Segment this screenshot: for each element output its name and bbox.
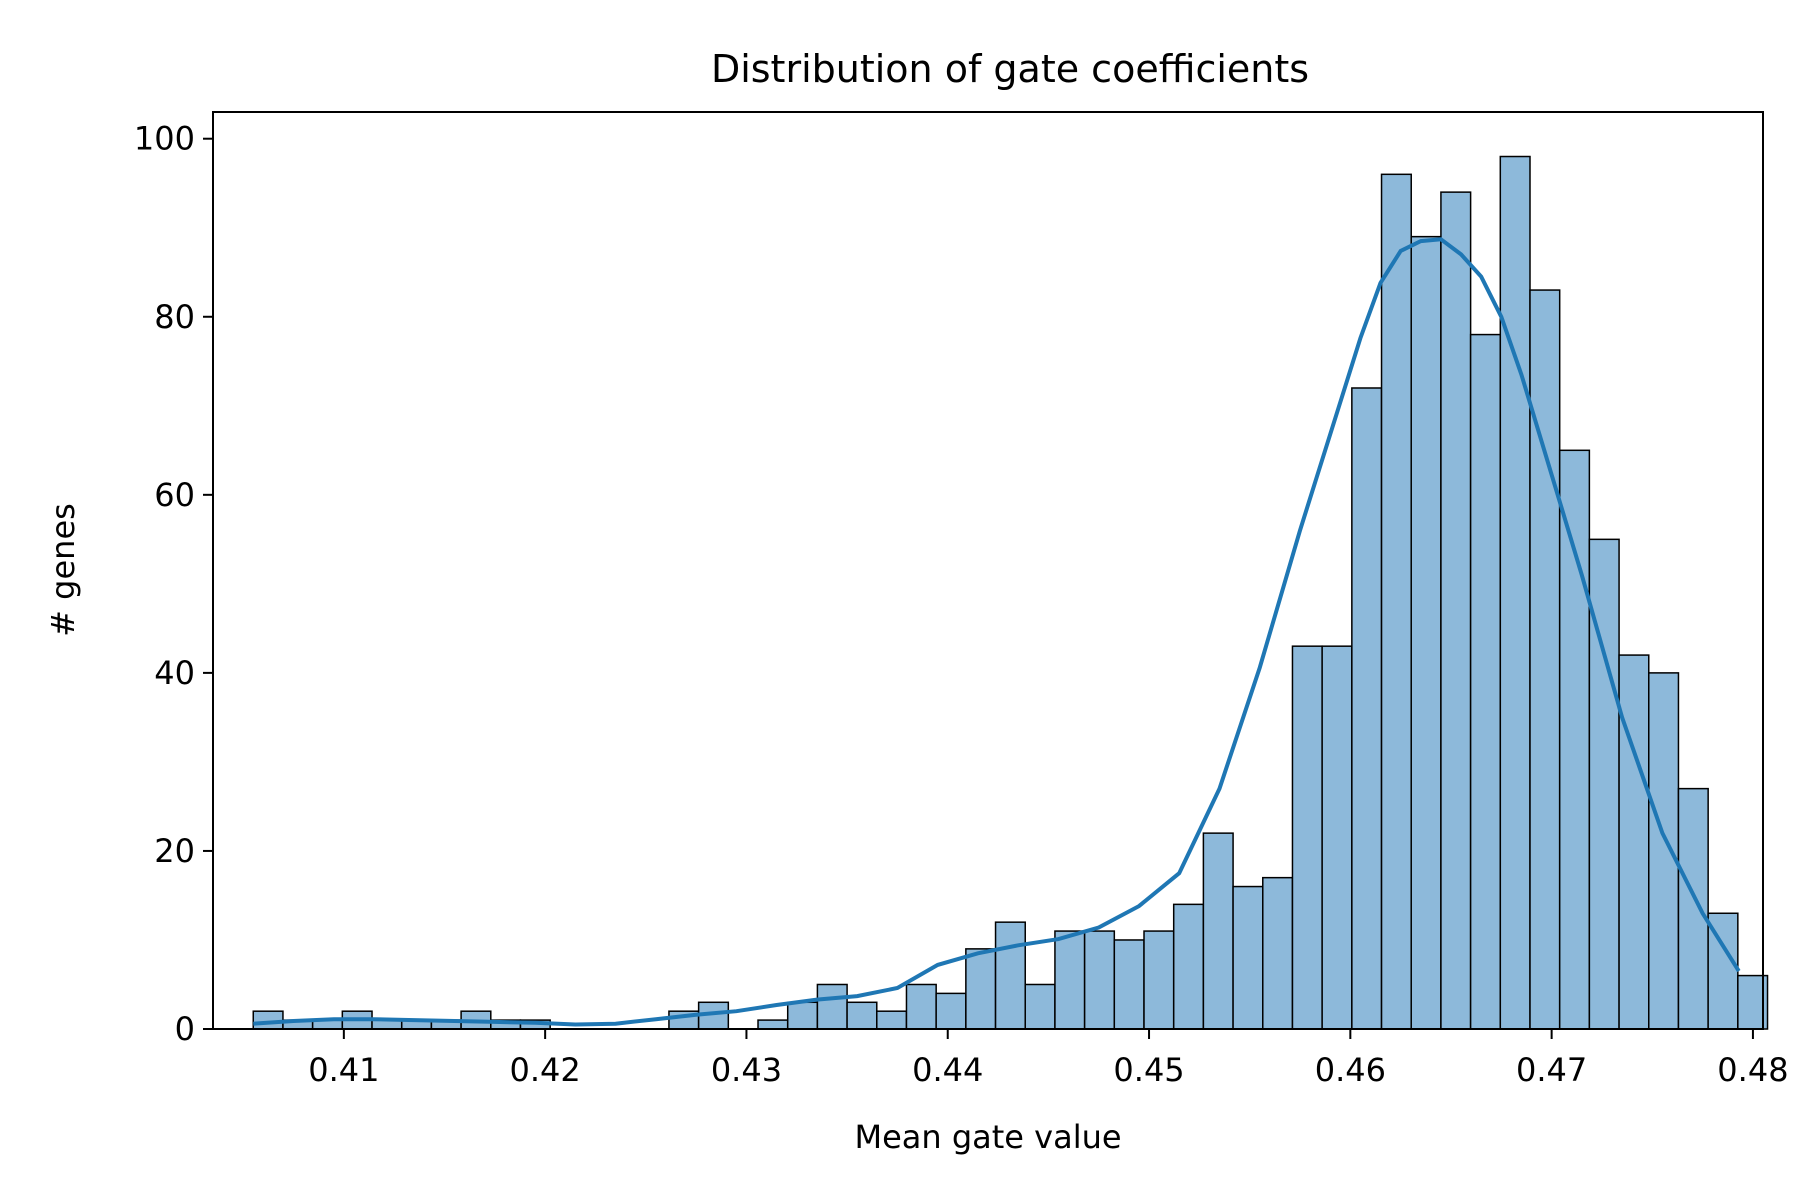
- histogram-bar: [757, 1019, 789, 1030]
- x-tick-label: 0.47: [1516, 1051, 1587, 1089]
- histogram-bar: [786, 1001, 819, 1030]
- histogram-bar: [905, 983, 937, 1030]
- histogram-bar: [1648, 672, 1680, 1030]
- histogram-bar: [1558, 449, 1591, 1030]
- histogram-bar: [1113, 939, 1145, 1030]
- histogram-bar: [1202, 832, 1234, 1030]
- histogram-bar: [1291, 645, 1323, 1030]
- histogram-bar: [1143, 930, 1175, 1030]
- x-tick-label: 0.42: [510, 1051, 581, 1089]
- histogram-bar: [1083, 930, 1116, 1030]
- histogram-bar: [1677, 787, 1709, 1030]
- x-tick-label: 0.44: [912, 1051, 983, 1089]
- x-tick-label: 0.48: [1717, 1051, 1788, 1089]
- histogram-bar: [816, 983, 848, 1030]
- histogram-bar: [935, 992, 967, 1030]
- y-axis-label: # genes: [44, 503, 82, 637]
- histogram-bar: [1440, 191, 1472, 1030]
- histogram-bar: [1380, 173, 1412, 1030]
- histogram-bar: [1499, 155, 1531, 1030]
- y-tick-label: 80: [154, 298, 195, 336]
- chart-title: Distribution of gate coefficients: [711, 47, 1309, 91]
- y-tick-label: 0: [175, 1010, 195, 1048]
- histogram-bar: [846, 1001, 878, 1030]
- histogram-bar: [1262, 876, 1294, 1030]
- histogram-bar: [1321, 645, 1353, 1030]
- x-axis-ticks: 0.41 0.42 0.43 0.44 0.45 0.46 0.47 0.48: [308, 1029, 1789, 1089]
- histogram-bar: [876, 1010, 908, 1030]
- histogram-bar: [1618, 654, 1650, 1030]
- histogram-bar: [965, 948, 997, 1030]
- histogram-bar: [1351, 387, 1383, 1030]
- histogram-bars: [252, 155, 1769, 1030]
- histogram-bar: [1232, 885, 1264, 1030]
- y-axis-ticks: 0 20 40 60 80 100: [134, 120, 213, 1048]
- kde-curve: [253, 237, 1741, 1027]
- x-tick-label: 0.45: [1113, 1051, 1184, 1089]
- y-tick-label: 40: [154, 654, 195, 692]
- histogram-bar: [994, 921, 1026, 1030]
- histogram-bar: [1024, 983, 1056, 1030]
- histogram-bar: [1172, 903, 1205, 1030]
- plot-frame: [212, 111, 1764, 1030]
- x-axis-label: Mean gate value: [854, 1118, 1121, 1156]
- histogram-bar: [1410, 235, 1442, 1030]
- y-tick-label: 20: [154, 832, 195, 870]
- histogram-bar: [1529, 289, 1561, 1030]
- x-tick-label: 0.43: [711, 1051, 782, 1089]
- x-tick-label: 0.41: [308, 1051, 379, 1089]
- histogram-bar: [1054, 930, 1086, 1030]
- y-tick-label: 100: [134, 120, 195, 158]
- x-tick-label: 0.46: [1315, 1051, 1386, 1089]
- y-tick-label: 60: [154, 476, 195, 514]
- histogram-bar: [1469, 333, 1502, 1030]
